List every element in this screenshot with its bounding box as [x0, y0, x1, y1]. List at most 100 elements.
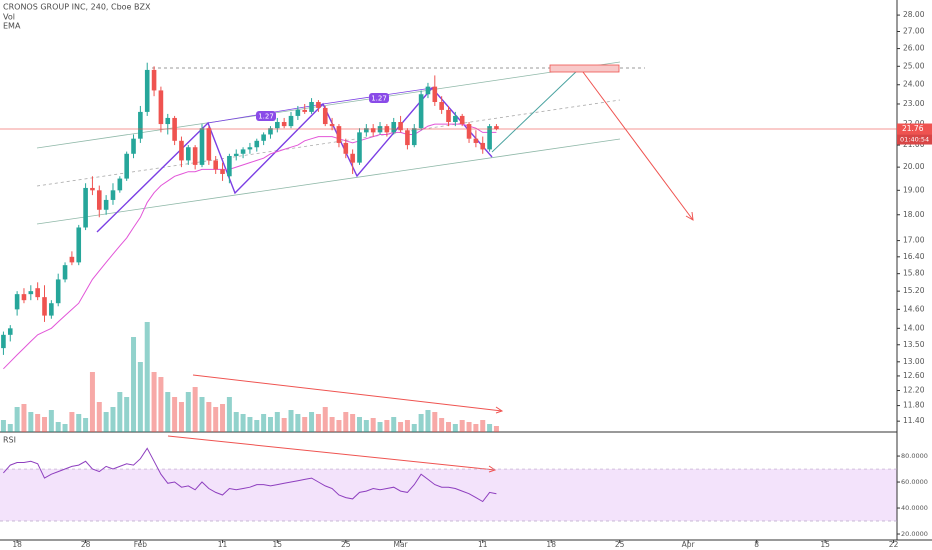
candle-body [466, 124, 472, 139]
candle-body [316, 102, 321, 108]
candle-body [411, 128, 417, 146]
candle-body [233, 153, 239, 156]
volume-bar [96, 402, 102, 432]
y-tick-label: 20.00 [903, 162, 925, 171]
x-tick-label: 18 [546, 540, 556, 549]
volume-bar [158, 377, 164, 432]
volume-bar [89, 372, 95, 432]
volume-bar [363, 420, 369, 432]
countdown-box [897, 134, 932, 145]
volume-bar [42, 417, 48, 432]
projection-down [579, 67, 694, 221]
volume-bar [55, 422, 61, 432]
volume-bar [254, 420, 260, 432]
countdown-label: 01:40:54 [900, 136, 929, 144]
rsi-tick-label: 80.0000 [901, 452, 928, 460]
ratio-label: 1.27 [371, 95, 387, 103]
candle-body [96, 190, 102, 210]
volume-bar [446, 422, 451, 432]
volume-bar [343, 412, 349, 432]
volume-bar [309, 412, 315, 432]
candle-body [206, 128, 212, 161]
candle-body [179, 140, 184, 161]
volume-bar [199, 397, 205, 432]
candle-body [49, 303, 54, 316]
candle-body [336, 126, 342, 143]
volume-bar [144, 322, 150, 432]
candle-body [398, 122, 403, 131]
chart-title: CRONOS GROUP INC, 240, Cboe BZX [3, 3, 151, 12]
volume-bar [151, 372, 157, 432]
channel-lower [36, 138, 621, 225]
candle-body [55, 279, 61, 304]
candle-body [110, 190, 116, 200]
indicator-label: EMA [3, 22, 21, 31]
volume-bar [69, 412, 75, 432]
y-tick-label: 13.50 [903, 340, 925, 349]
volume-bar [131, 337, 137, 432]
candle-body [151, 69, 157, 91]
volume-bar [322, 407, 328, 432]
candle-body [405, 130, 410, 146]
y-tick-label: 12.20 [903, 386, 925, 395]
volume-bar [0, 420, 6, 432]
y-tick-label: 18.00 [903, 210, 925, 219]
candle-body [364, 128, 369, 133]
y-tick-label: 26.00 [903, 44, 925, 53]
channel-mid [36, 99, 621, 187]
volume-bar [398, 422, 404, 432]
candle-body [227, 155, 232, 177]
volume-bar [35, 414, 41, 432]
candle-body [350, 153, 355, 163]
volume-bar [172, 397, 178, 432]
candle-body [268, 128, 273, 135]
candle-body [494, 126, 499, 130]
arrow-head [495, 406, 504, 414]
candle-body [165, 117, 171, 125]
zigzag [96, 86, 493, 233]
candle-body [261, 134, 266, 141]
y-tick-label: 14.00 [903, 323, 925, 332]
candle-body [1, 334, 6, 349]
indicator-label: Vol [3, 13, 15, 22]
x-tick-label: Mar [393, 540, 408, 549]
volume-bar [411, 424, 417, 432]
rsi-tick-label: 20.0000 [901, 530, 928, 538]
rsi-title: RSI [3, 436, 16, 445]
candle-body [459, 115, 465, 125]
volume-bar [220, 404, 226, 432]
candle-body [35, 288, 40, 298]
candle-body [192, 147, 198, 165]
volume-bar [247, 417, 253, 432]
x-tick-label: 15 [820, 540, 830, 549]
volume-bar [302, 417, 308, 432]
candle-body [103, 199, 109, 210]
volume-bar [103, 412, 109, 432]
x-tick-label: 25 [615, 540, 625, 549]
candle-body [329, 124, 335, 127]
candle-body [62, 265, 68, 280]
volume-bar [329, 417, 335, 432]
candle-body [281, 122, 287, 127]
volume-bar [240, 414, 246, 432]
channel-upper [36, 61, 621, 149]
volume-bar [356, 417, 362, 432]
candle-body [247, 147, 253, 150]
arrow-head [685, 211, 694, 221]
candle-body [144, 69, 150, 112]
candle-body [473, 138, 479, 143]
x-tick-label: 15 [273, 540, 283, 549]
candle-body [117, 178, 123, 191]
candle-body [69, 256, 75, 263]
x-tick-label: 28 [81, 540, 91, 549]
volume-bar [185, 392, 191, 432]
y-tick-label: 15.20 [903, 286, 925, 295]
y-tick-label: 23.00 [903, 99, 925, 108]
candle-body [240, 149, 246, 154]
rsi-tick-label: 40.0000 [901, 504, 928, 512]
x-tick-label: 11 [218, 540, 228, 549]
candle-body [446, 109, 451, 123]
volume-bar [459, 420, 465, 432]
rsi-band [0, 469, 897, 522]
candle-body [480, 142, 486, 150]
